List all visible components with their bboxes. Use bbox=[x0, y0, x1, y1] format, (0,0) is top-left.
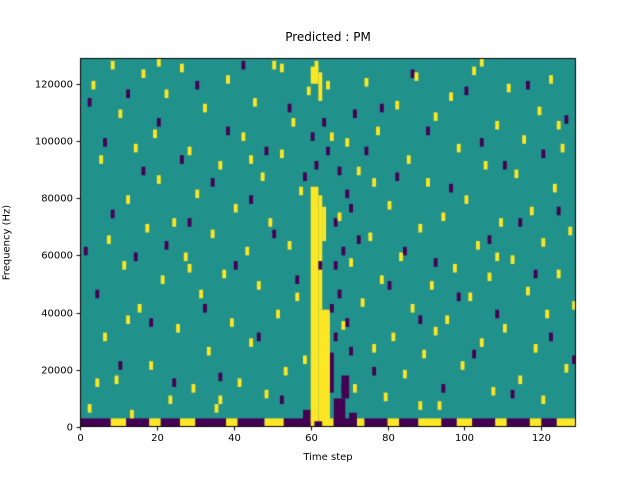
x-tick-label: 40 bbox=[228, 433, 241, 444]
y-tick-label: 20000 bbox=[41, 365, 73, 376]
x-axis-label: Time step bbox=[303, 452, 353, 463]
y-tick-label: 120000 bbox=[34, 79, 73, 90]
x-tick-label: 0 bbox=[77, 433, 84, 444]
y-tick-label: 0 bbox=[66, 422, 73, 433]
chart-title: Predicted : PM bbox=[285, 30, 371, 44]
y-tick-label: 80000 bbox=[41, 193, 73, 204]
x-tick-label: 60 bbox=[305, 433, 318, 444]
x-tick-label: 20 bbox=[151, 433, 164, 444]
y-tick-label: 60000 bbox=[41, 250, 73, 261]
y-tick-label: 100000 bbox=[34, 136, 73, 147]
y-tick-label: 40000 bbox=[41, 308, 73, 319]
y-axis-label: Frequency (Hz) bbox=[1, 204, 13, 281]
x-tick-label: 100 bbox=[454, 433, 475, 444]
x-tick-label: 120 bbox=[531, 433, 552, 444]
x-tick-label: 80 bbox=[382, 433, 395, 444]
